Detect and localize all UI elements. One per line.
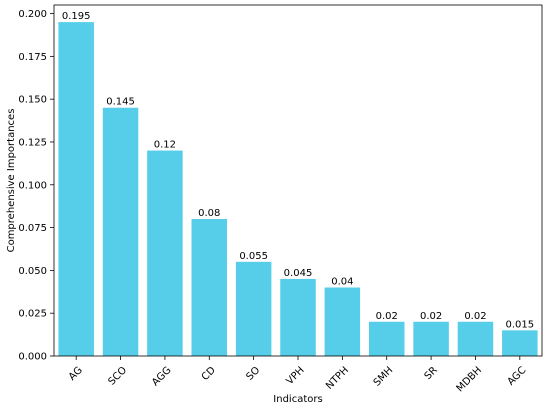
x-tick-label: CD [200, 365, 218, 383]
data-label-so: 0.055 [239, 251, 268, 262]
x-tick-label: NTPH [324, 365, 351, 392]
bar-ntph [324, 287, 361, 356]
bar-agg [147, 150, 183, 356]
x-axis: AG SCO AGG CD SO VPH NTPH SMH SR MDBH AGC [67, 356, 529, 394]
y-tick-label: 0.150 [18, 95, 47, 106]
bar-cd [191, 219, 228, 356]
x-tick-label: AGC [506, 365, 529, 388]
y-tick-label: 0.125 [18, 137, 47, 148]
x-tick-label: AG [67, 365, 85, 383]
x-axis-label: Indicators [273, 394, 322, 405]
x-tick-label: SO [244, 365, 262, 383]
y-tick-label: 0.200 [18, 9, 47, 20]
x-tick-label: VPH [284, 365, 306, 387]
data-label-agg: 0.12 [154, 140, 176, 151]
bar-agc [502, 330, 538, 356]
data-label-agc: 0.015 [505, 319, 534, 330]
data-label-smh: 0.02 [376, 311, 398, 322]
x-tick-label: AGG [150, 365, 173, 388]
y-tick-label: 0.000 [18, 352, 47, 363]
data-label-vph: 0.045 [284, 268, 313, 279]
y-tick-label: 0.175 [18, 52, 47, 63]
bar-ag [58, 22, 94, 357]
data-label-ag: 0.195 [62, 11, 91, 22]
y-tick-label: 0.075 [18, 223, 47, 234]
x-tick-label: SCO [106, 365, 129, 388]
bar-so [235, 261, 272, 356]
bar-mdbh [457, 321, 494, 356]
bars-group [58, 22, 538, 357]
bar-sco [102, 107, 139, 356]
x-tick-label: SMH [372, 365, 396, 389]
bar-sr [413, 321, 449, 356]
y-axis: 0.000 0.025 0.050 0.075 0.100 0.125 0.150 0.175… [18, 9, 54, 363]
x-tick-label: SR [423, 365, 440, 382]
data-labels-group: 0.195 0.145 0.12 0.08 0.055 0.045 0.04 0.02 0.02… [62, 11, 534, 330]
data-label-mdbh: 0.02 [464, 311, 486, 322]
bar-smh [368, 321, 405, 356]
x-tick-label: MDBH [455, 365, 484, 394]
data-label-ntph: 0.04 [331, 277, 353, 288]
y-tick-label: 0.025 [18, 309, 47, 320]
data-label-sr: 0.02 [420, 311, 442, 322]
bar-vph [280, 278, 316, 356]
data-label-cd: 0.08 [198, 208, 220, 219]
y-tick-label: 0.100 [18, 180, 47, 191]
data-label-sco: 0.145 [106, 97, 135, 108]
y-tick-label: 0.050 [18, 266, 47, 277]
y-axis-label: Comprehensive Importances [6, 109, 17, 253]
